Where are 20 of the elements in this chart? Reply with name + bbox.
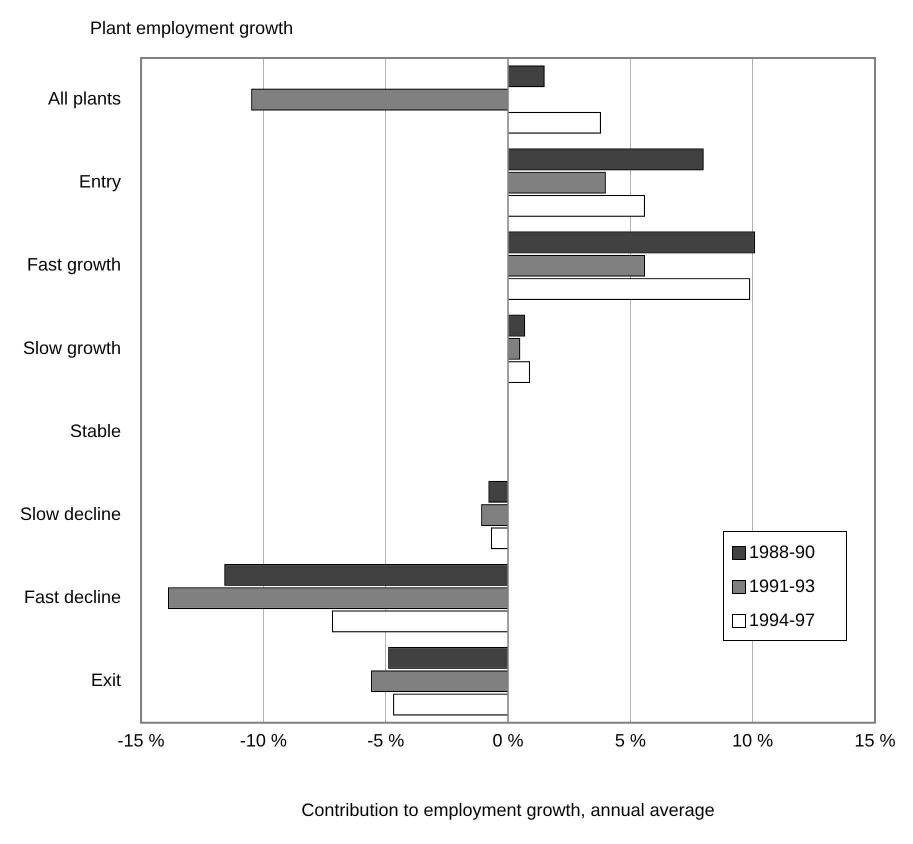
y-tick-label: Entry	[79, 172, 122, 192]
x-tick-label: -15 %	[118, 730, 165, 751]
y-tick-label: Exit	[91, 670, 122, 690]
y-axis-title: Plant employment growth	[90, 18, 294, 38]
y-tick-label: Stable	[70, 420, 122, 441]
legend-label: 1991-93	[749, 576, 816, 598]
legend-label: 1988-90	[749, 542, 816, 564]
x-tick-label: 5 %	[614, 730, 646, 751]
x-tick-label: 15 %	[854, 730, 896, 751]
x-tick-label: -10 %	[240, 730, 287, 751]
x-tick-label: 0 %	[492, 730, 524, 751]
y-tick-label: Slow decline	[20, 504, 122, 524]
y-tick-label: All plants	[48, 88, 122, 109]
x-axis-title: Contribution to employment growth, annual average	[301, 800, 715, 820]
y-tick-label: Slow growth	[23, 338, 122, 358]
x-tick-label: 10 %	[732, 730, 774, 751]
y-tick-label: Fast growth	[27, 254, 122, 275]
x-tick-label: -5 %	[367, 730, 404, 751]
y-tick-label: Fast decline	[24, 587, 122, 608]
text: 1994-97	[749, 610, 816, 632]
